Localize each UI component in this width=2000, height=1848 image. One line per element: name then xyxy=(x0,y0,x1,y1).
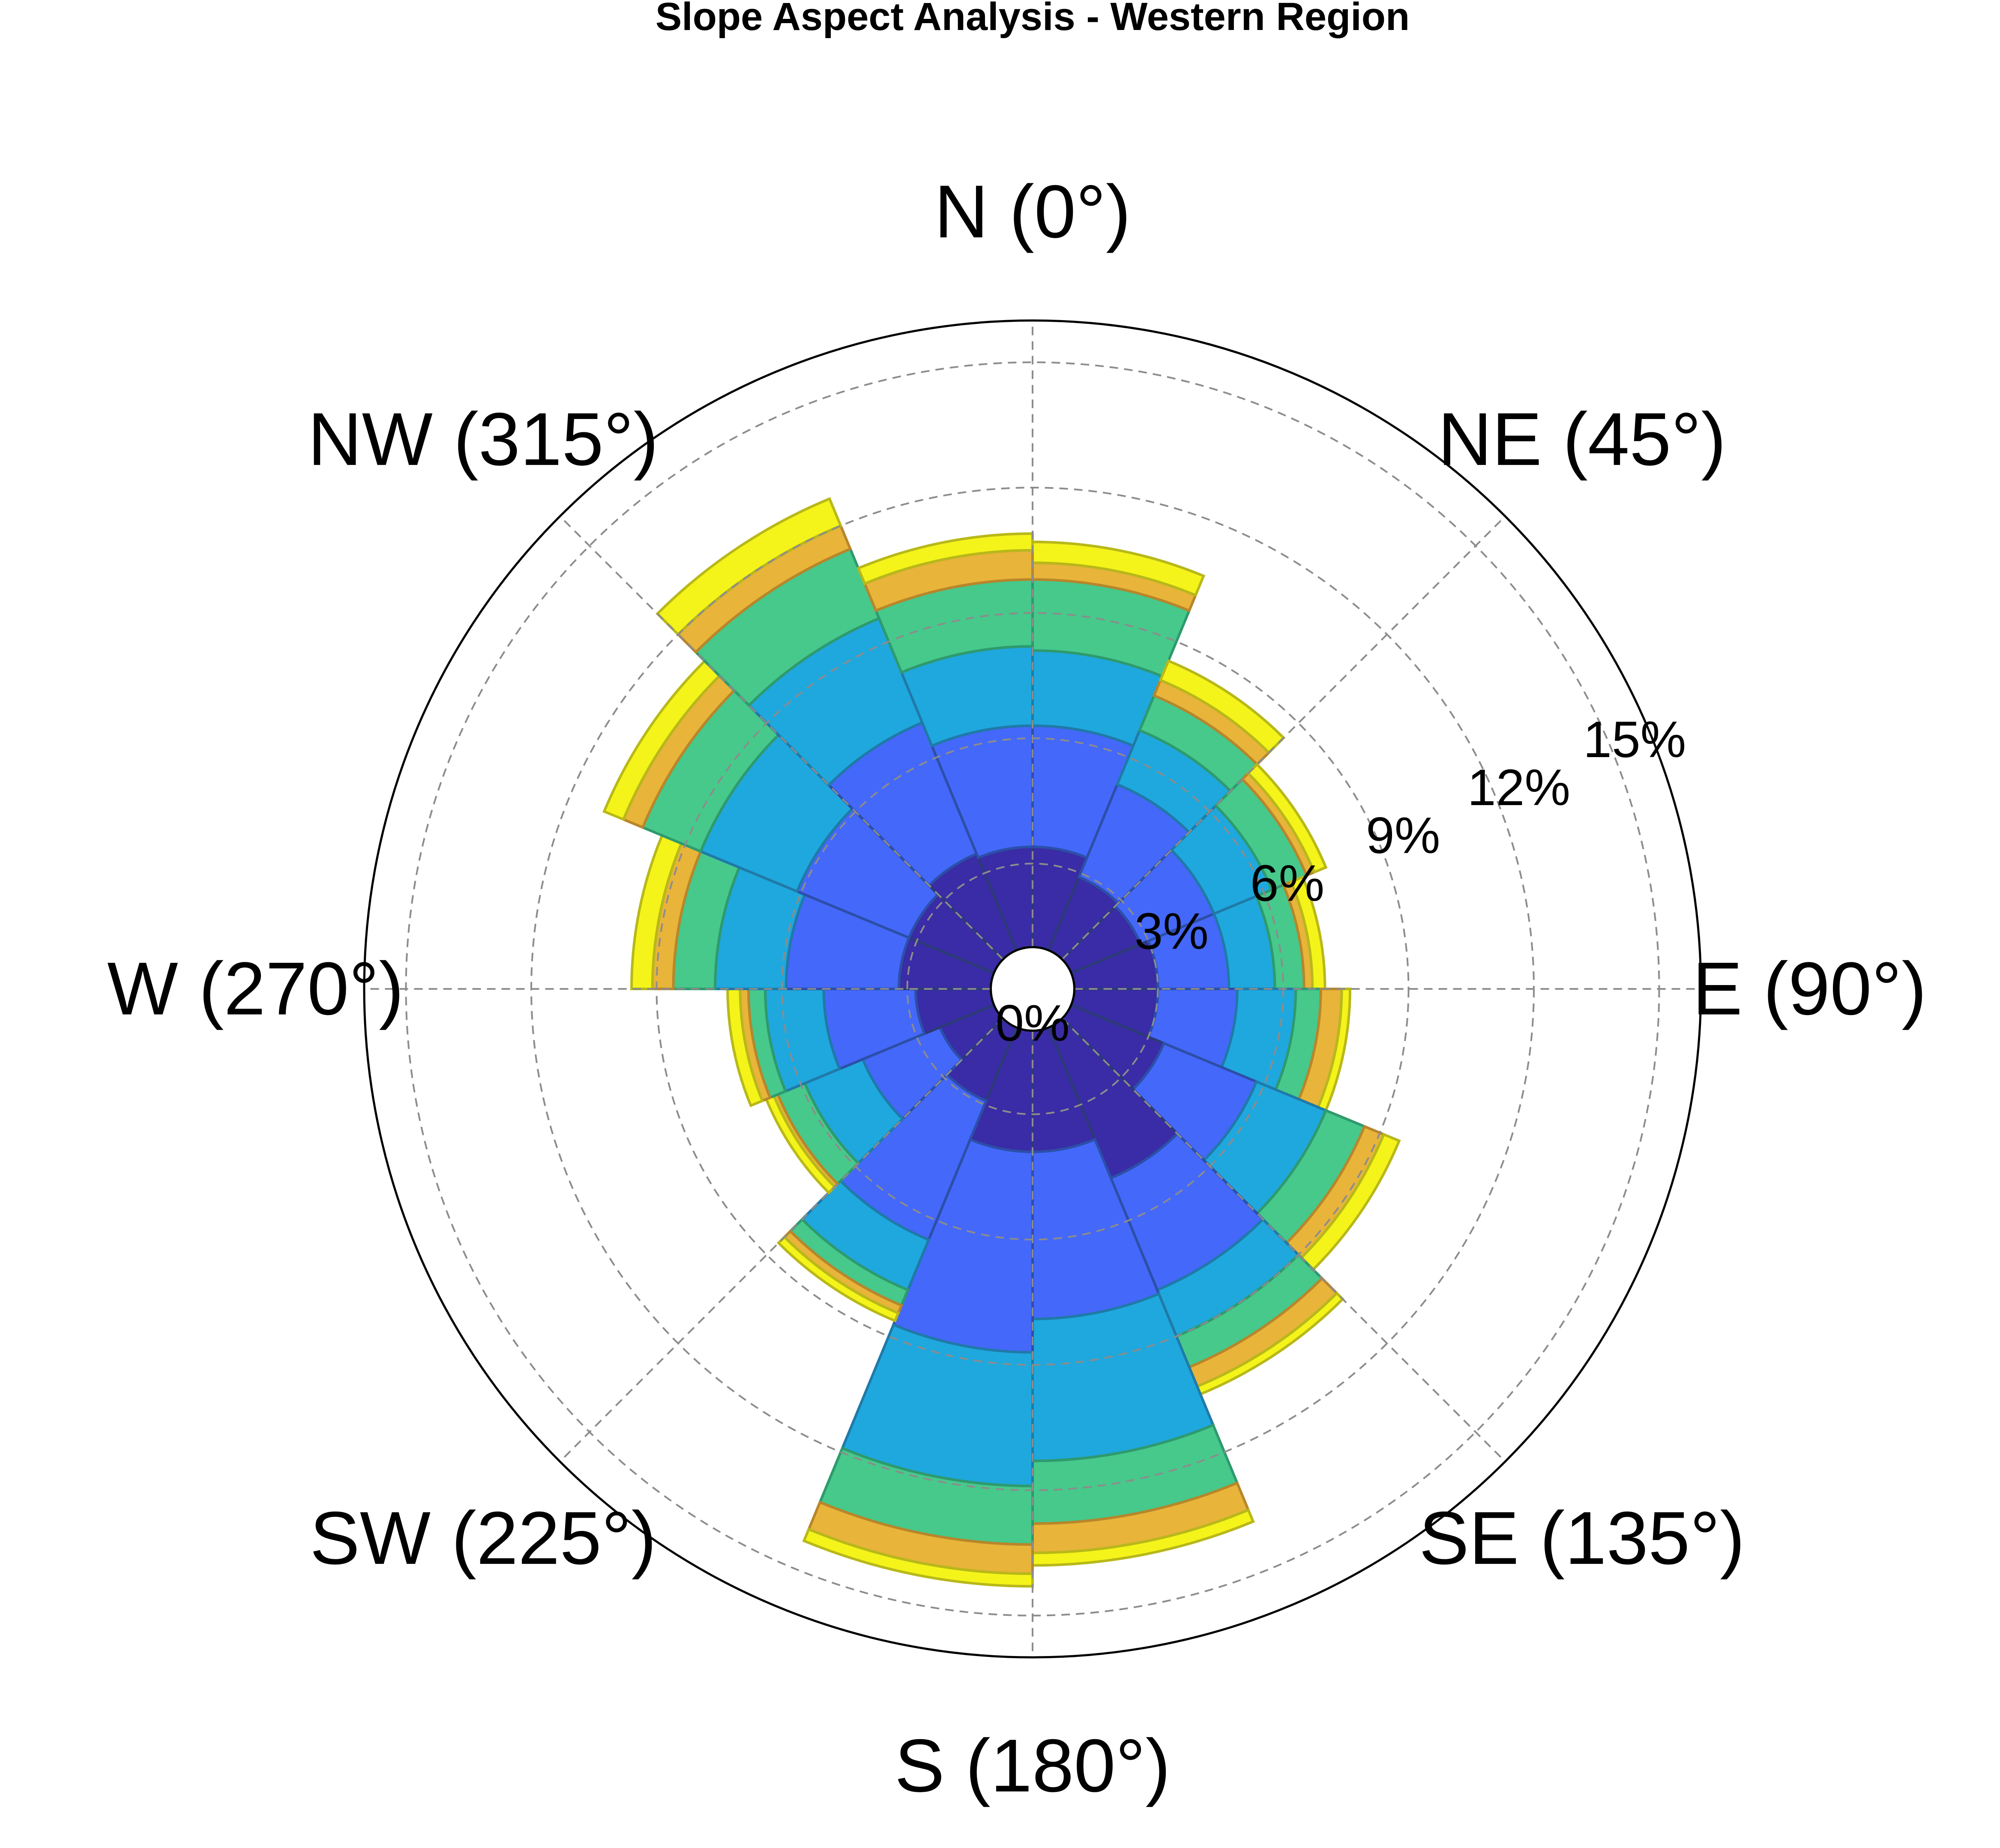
bar-sector-2-band-5 xyxy=(1246,762,1328,874)
direction-label-0: N (0°) xyxy=(934,170,1131,254)
bar-sector-0-band-5 xyxy=(1031,540,1206,597)
radial-gridline-1 xyxy=(906,863,1159,1115)
angular-gridline-3 xyxy=(1061,1018,1506,1462)
radial-tick-label-1: 3% xyxy=(1135,903,1209,960)
direction-label-6: W (270°) xyxy=(107,947,404,1031)
radial-tick-label-2: 6% xyxy=(1250,855,1324,912)
radial-tick-label-4: 12% xyxy=(1467,759,1570,816)
radial-tick-label-0: 0% xyxy=(995,994,1069,1052)
labels-layer: N (0°) NE (45°) E (90°) SE (135°) S (180°) SW… xyxy=(107,170,1926,1808)
radial-gridline-3 xyxy=(656,612,1410,1366)
angular-gridline-1 xyxy=(1061,515,1506,960)
direction-label-7: NW (315°) xyxy=(308,398,659,481)
direction-label-4: S (180°) xyxy=(895,1724,1171,1808)
direction-label-3: SE (135°) xyxy=(1419,1497,1745,1580)
radial-tick-label-5: 15% xyxy=(1583,711,1686,768)
grid-layer xyxy=(364,320,1701,1657)
angular-gridline-7 xyxy=(559,515,1004,960)
bar-sector-8-band-5 xyxy=(802,1528,1034,1588)
bars-layer xyxy=(602,497,1401,1588)
direction-label-5: SW (225°) xyxy=(310,1497,656,1580)
polar-frame xyxy=(363,319,1702,1659)
inner-hole xyxy=(990,946,1075,1032)
angular-gridline-5 xyxy=(559,1018,1004,1462)
chart-title: Slope Aspect Analysis - Western Region xyxy=(656,0,1410,39)
direction-label-1: NE (45°) xyxy=(1438,398,1726,481)
direction-label-2: E (90°) xyxy=(1692,947,1927,1031)
bar-sector-14-band-5 xyxy=(656,497,843,636)
radial-tick-label-3: 9% xyxy=(1366,807,1440,864)
